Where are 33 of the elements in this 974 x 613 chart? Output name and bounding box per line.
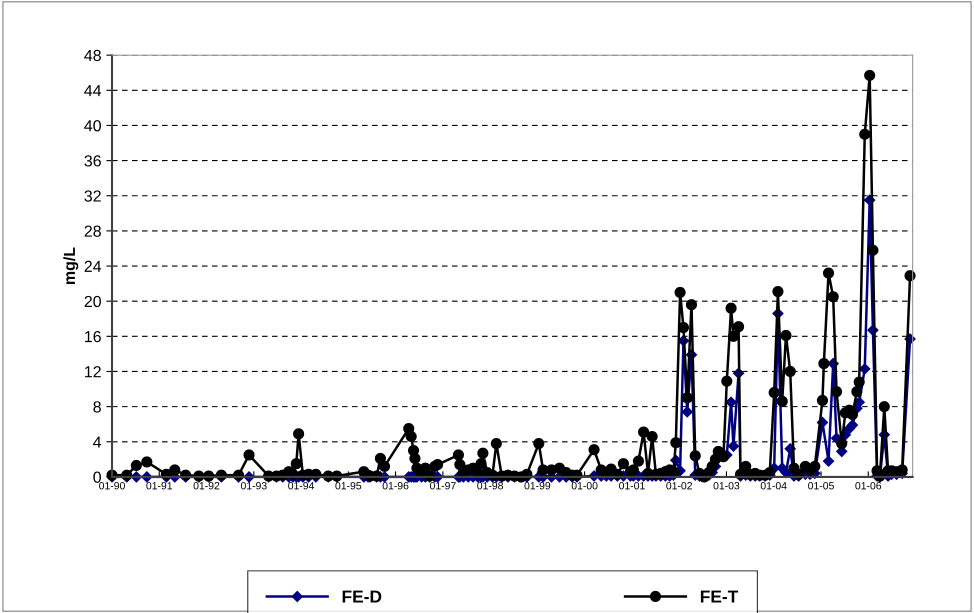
x-tick-label: 01-03	[714, 482, 740, 490]
x-tick-label: 01-91	[146, 482, 172, 490]
x-tick-label: 01-98	[477, 482, 503, 490]
legend-label: FE-T	[700, 590, 738, 603]
y-tick-label: 4	[93, 436, 102, 448]
y-tick-label: 20	[84, 296, 101, 308]
x-tick-label: 01-99	[524, 482, 550, 490]
x-tick-label: 01-04	[760, 482, 787, 490]
y-tick-label: 40	[84, 120, 101, 132]
x-tick-label: 01-02	[666, 482, 692, 490]
x-tick-label: 01-01	[619, 482, 645, 490]
x-tick-label: 01-06	[855, 482, 882, 490]
y-tick-label: 32	[84, 190, 101, 202]
y-tick-label: 28	[84, 226, 101, 237]
x-tick-label: 01-93	[240, 482, 267, 490]
y-tick-label: 48	[84, 50, 101, 62]
x-tick-label: 01-05	[808, 482, 834, 490]
x-tick-label: 01-00	[572, 482, 598, 490]
x-tick-label: 01-92	[194, 482, 220, 490]
legend-label: FE-D	[342, 590, 382, 603]
x-tick-label: 01-90	[99, 482, 125, 490]
y-tick-label: 24	[84, 260, 102, 272]
y-tick-label: 8	[93, 401, 101, 413]
x-tick-label: 01-96	[382, 482, 408, 490]
x-tick-label: 01-94	[288, 482, 314, 490]
y-tick-label: 12	[85, 366, 101, 378]
y-tick-label: 44	[84, 85, 102, 96]
y-tick-label: 16	[85, 330, 101, 342]
y-tick-label: 0	[93, 472, 101, 483]
x-tick-label: 01-95	[335, 482, 362, 490]
y-axis-title: mg/L	[63, 247, 78, 284]
x-tick-label: 01-97	[430, 482, 456, 490]
y-tick-label: 36	[84, 155, 101, 167]
